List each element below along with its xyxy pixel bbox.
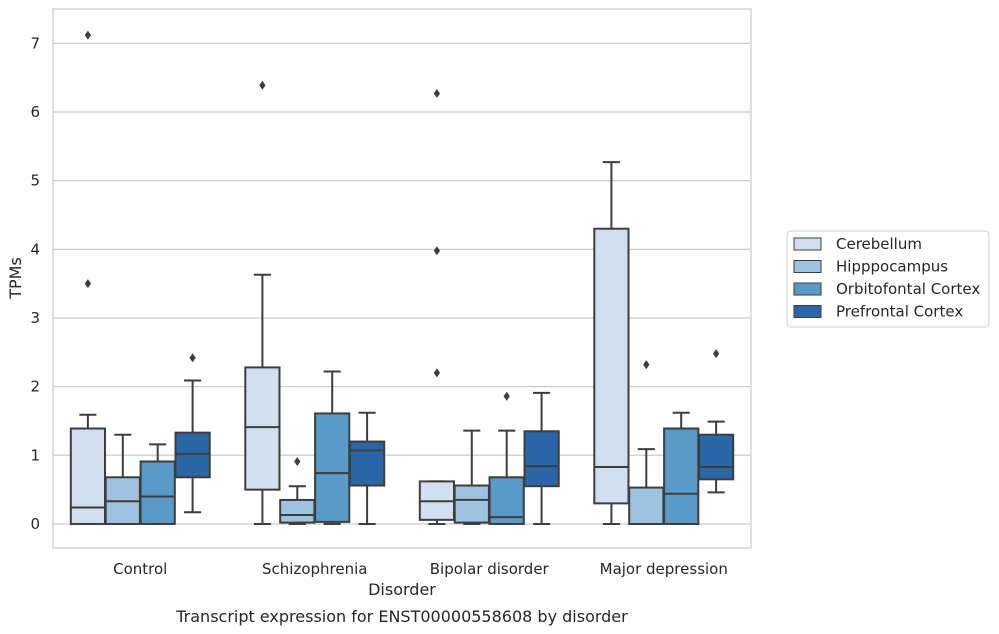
outlier-point (84, 30, 92, 40)
y-tick-label: 6 (30, 103, 40, 121)
x-tick-labels: Control Schizophrenia Bipolar disorder Majo… (113, 560, 728, 578)
box-iqr (453, 484, 490, 524)
box-hipppocampus (104, 433, 141, 525)
outlier-point (503, 391, 510, 401)
legend-label: Hipppocampus (836, 258, 948, 276)
box-orbitofontal-cortex (314, 370, 351, 525)
y-tick-label: 5 (30, 172, 40, 190)
box-prefrontal-cortex (697, 349, 735, 494)
y-tick-label: 7 (30, 34, 40, 52)
box-cerebellum (593, 161, 630, 525)
legend-swatch (793, 305, 822, 318)
outlier-point (259, 80, 266, 90)
outlier-point (84, 279, 92, 289)
box-prefrontal-cortex (348, 411, 386, 525)
outlier-point (433, 246, 441, 256)
legend-swatch (793, 260, 822, 273)
box-iqr (69, 427, 107, 525)
y-tick-label: 4 (30, 240, 40, 258)
box-cerebellum (69, 30, 107, 525)
box-hipppocampus (628, 360, 665, 525)
outlier-point (712, 349, 720, 359)
grid-lines (53, 42, 751, 525)
outlier-point (189, 353, 196, 363)
y-tick-labels: 0 1 2 3 4 5 6 7 (30, 34, 40, 533)
outlier-point (294, 456, 301, 466)
box-iqr (279, 498, 316, 524)
box-hipppocampus (453, 429, 490, 525)
y-tick-label: 1 (30, 446, 40, 464)
box-series-group (69, 30, 735, 525)
box-orbitofontal-cortex (139, 443, 176, 525)
box-prefrontal-cortex (523, 391, 560, 525)
box-orbitofontal-cortex (663, 411, 700, 525)
legend-frame (786, 230, 990, 328)
box-iqr (697, 433, 735, 481)
box-iqr (139, 460, 176, 525)
outlier-point (433, 368, 441, 378)
legend-swatch (793, 237, 822, 251)
x-tick-label: Bipolar disorder (430, 560, 550, 578)
x-tick-label: Schizophrenia (262, 560, 367, 578)
box-iqr (628, 486, 665, 525)
outlier-point (643, 360, 650, 370)
box-iqr (663, 427, 700, 525)
box-orbitofontal-cortex (488, 391, 525, 525)
x-tick-label: Major depression (600, 560, 728, 578)
x-axis-label: Disorder (368, 580, 436, 599)
outlier-point (433, 88, 441, 98)
box-iqr (348, 440, 386, 487)
y-axis-label: TPMs (6, 257, 25, 300)
y-tick-label: 0 (30, 515, 40, 533)
box-hipppocampus (279, 456, 316, 525)
box-iqr (174, 431, 211, 479)
y-tick-label: 2 (30, 378, 40, 396)
box-cerebellum (244, 80, 281, 525)
x-tick-label: Control (113, 560, 167, 578)
legend-swatch (793, 282, 822, 296)
chart-caption: Transcript expression for ENST0000055860… (175, 607, 628, 626)
box-iqr (244, 366, 281, 491)
y-tick-label: 3 (30, 309, 40, 327)
legend-label: Orbitofontal Cortex (836, 280, 980, 298)
box-prefrontal-cortex (174, 353, 211, 514)
box-iqr (523, 430, 560, 488)
legend: Cerebellum Hipppocampus Orbitofontal Corte… (786, 230, 990, 328)
legend-label: Cerebellum (836, 235, 922, 253)
legend-label: Prefrontal Cortex (836, 303, 963, 321)
box-cerebellum (418, 88, 456, 525)
plot-frame (52, 8, 752, 549)
box-iqr (314, 412, 351, 523)
box-iqr (593, 227, 630, 505)
